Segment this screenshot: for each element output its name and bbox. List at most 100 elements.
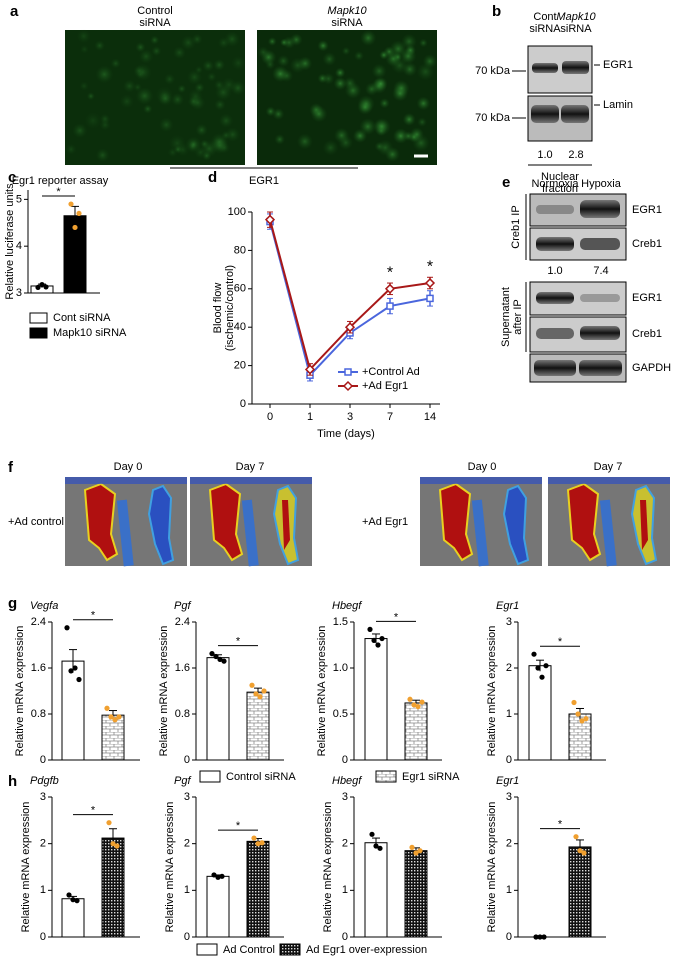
band — [580, 294, 620, 302]
data-point — [211, 872, 217, 878]
series-line — [269, 219, 431, 372]
cell — [94, 40, 106, 51]
tail — [241, 499, 259, 567]
data-point — [411, 702, 417, 708]
bar — [404, 850, 428, 938]
label: GAPDH — [632, 362, 671, 374]
cell — [79, 81, 89, 91]
y-tick-label: 1.5 — [333, 616, 348, 628]
legend-label: Ad Egr1 over-expression — [306, 944, 427, 956]
y-tick-label: 0.8 — [175, 708, 190, 720]
data-point — [579, 718, 585, 724]
chart-title: Hbegf — [332, 600, 362, 612]
cell — [399, 47, 417, 65]
band — [536, 205, 574, 214]
data-point — [76, 210, 82, 217]
data-point — [116, 714, 122, 720]
cell — [416, 62, 435, 81]
marker — [344, 322, 356, 333]
y-tick-label: 80 — [234, 244, 246, 256]
cell — [76, 29, 91, 44]
cell — [364, 82, 379, 96]
cell — [272, 107, 285, 121]
y-axis-label: (ischemic/control) — [224, 265, 236, 351]
data-point — [108, 714, 114, 720]
y-tick-label: 1.0 — [333, 662, 348, 674]
label: Creb1 — [632, 238, 662, 250]
y-tick-label: 20 — [234, 360, 246, 372]
data-point — [571, 699, 577, 706]
cell — [277, 54, 290, 68]
legend-label: Control siRNA — [226, 771, 296, 783]
label: Normoxia — [531, 178, 579, 190]
data-point — [409, 844, 415, 851]
y-axis-label: Blood flow — [212, 283, 224, 334]
data-point — [573, 834, 579, 840]
cell — [163, 73, 176, 85]
paw — [566, 482, 602, 562]
bar — [101, 837, 125, 938]
cell — [341, 46, 351, 56]
chart-title: Vegfa — [30, 600, 58, 612]
data-point — [68, 668, 74, 674]
annotation: * — [558, 819, 563, 831]
y-tick-label: 0 — [184, 931, 190, 943]
data-point — [74, 898, 80, 904]
legend-swatch — [199, 770, 221, 783]
cell — [155, 86, 174, 105]
panel-label: d — [208, 169, 217, 186]
cell — [151, 45, 162, 57]
cell — [417, 117, 428, 127]
cell — [322, 139, 339, 156]
legend-label: +Ad Egr1 — [362, 380, 408, 392]
data-point — [215, 874, 221, 880]
bar — [61, 898, 85, 938]
panel-label: b — [492, 3, 501, 20]
cell — [412, 134, 430, 152]
bar — [246, 840, 270, 938]
data-point — [104, 705, 110, 711]
label: Day 7 — [594, 461, 623, 473]
label: Day 0 — [114, 461, 143, 473]
cell — [135, 87, 154, 105]
y-tick-label: 2.4 — [31, 616, 46, 628]
band — [532, 63, 558, 73]
cell — [317, 40, 329, 52]
x-tick-label: 3 — [347, 411, 353, 423]
label: Mapk10 — [556, 11, 596, 23]
cell — [360, 29, 377, 47]
band — [562, 61, 589, 74]
data-point — [417, 848, 423, 854]
annotation: * — [236, 820, 241, 832]
data-point — [419, 699, 425, 705]
cell — [296, 133, 313, 150]
cell — [143, 104, 153, 114]
series-line — [269, 221, 431, 378]
band — [580, 326, 620, 340]
cell — [99, 113, 111, 125]
label: EGR1 — [603, 59, 633, 71]
label: Mapk10 — [327, 5, 367, 17]
cell — [322, 52, 337, 67]
cell — [338, 135, 354, 151]
label: Creb1 IP — [510, 205, 522, 248]
label: Nuclear — [541, 171, 579, 183]
data-point — [577, 848, 583, 854]
legend-label: Egr1 siRNA — [402, 771, 460, 783]
cell — [80, 44, 89, 54]
cell — [95, 148, 110, 162]
y-tick-label: 0 — [40, 754, 46, 766]
label: EGR1 — [632, 204, 662, 216]
band — [580, 238, 620, 250]
y-tick-label: 1 — [40, 884, 46, 896]
data-point — [367, 626, 373, 632]
cells — [65, 29, 438, 162]
cell — [401, 33, 417, 50]
bar — [404, 702, 428, 761]
cell — [224, 31, 240, 47]
data-point — [373, 843, 379, 849]
cell — [110, 58, 121, 69]
laser-doppler-images — [65, 477, 670, 567]
cell — [333, 76, 347, 91]
legend-swatch — [29, 327, 48, 339]
